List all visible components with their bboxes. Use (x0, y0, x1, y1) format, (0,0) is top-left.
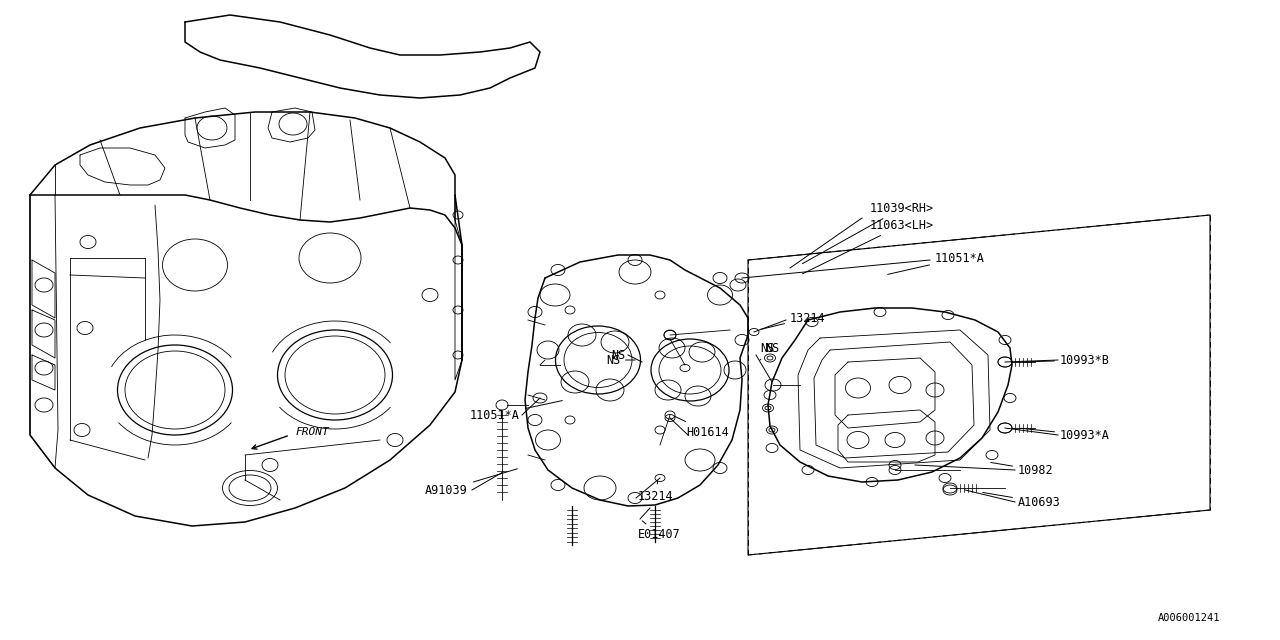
Text: NS: NS (760, 342, 774, 355)
Text: A006001241: A006001241 (1158, 613, 1221, 623)
Text: 10982: 10982 (991, 463, 1053, 477)
Text: H01614: H01614 (675, 416, 728, 438)
Text: NS: NS (611, 349, 625, 362)
Text: 13214: 13214 (637, 481, 673, 502)
Text: FRONT: FRONT (294, 427, 329, 437)
Text: A10693: A10693 (983, 492, 1061, 509)
Text: 13214: 13214 (760, 312, 826, 330)
Text: 11063<LH>: 11063<LH> (803, 218, 934, 274)
Text: A91039: A91039 (425, 468, 517, 497)
Text: 11051*A: 11051*A (470, 401, 562, 422)
Text: 10993*B: 10993*B (1023, 353, 1110, 367)
Text: NS: NS (760, 342, 780, 360)
Text: 11051*A: 11051*A (888, 252, 984, 275)
Text: 11039<RH>: 11039<RH> (803, 202, 934, 264)
Text: NS: NS (605, 353, 635, 367)
Text: 10993*A: 10993*A (1020, 428, 1110, 442)
Text: E01407: E01407 (637, 521, 681, 541)
